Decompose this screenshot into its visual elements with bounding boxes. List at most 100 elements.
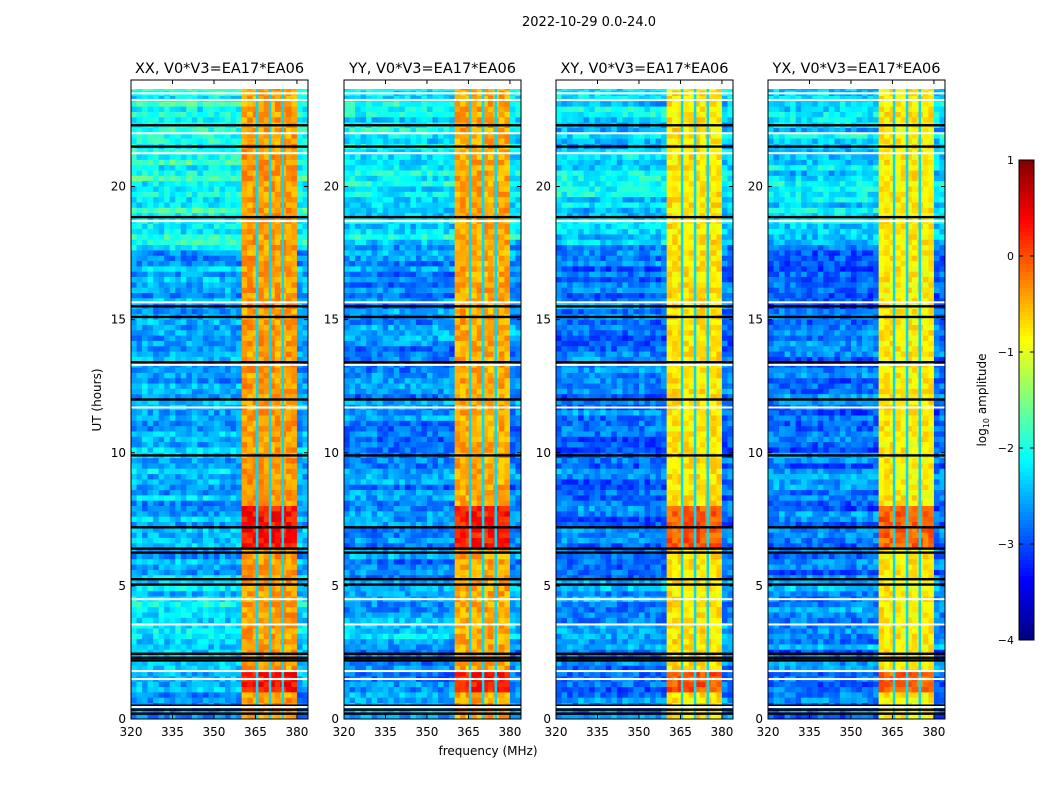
heatmap-cell <box>169 564 176 571</box>
heatmap-cell <box>131 111 137 118</box>
heatmap-cell <box>274 633 281 640</box>
heatmap-cell <box>349 197 356 203</box>
heatmap-cell <box>219 154 226 161</box>
heatmap-cell <box>131 474 137 480</box>
heatmap-cell <box>236 527 243 534</box>
heatmap-cell <box>285 671 292 677</box>
heatmap-cell <box>302 410 309 416</box>
heatmap-cell <box>241 490 248 496</box>
heatmap-cell <box>191 165 198 171</box>
heatmap-cell <box>263 410 270 416</box>
heatmap-cell <box>291 250 298 257</box>
heatmap-cell <box>164 346 171 352</box>
heatmap-cell <box>241 335 248 342</box>
heatmap-cell <box>274 617 281 624</box>
heatmap-cell <box>274 181 281 187</box>
heatmap-cell <box>285 420 292 427</box>
heatmap-cell <box>236 170 243 177</box>
heatmap-cell <box>219 697 226 704</box>
heatmap-cell <box>225 111 231 118</box>
heatmap-cell <box>158 537 165 544</box>
heatmap-cell <box>180 506 187 512</box>
heatmap-cell <box>213 191 220 198</box>
heatmap-cell <box>191 388 198 395</box>
heatmap-cell <box>371 255 378 262</box>
panel-title: XX, V0*V3=EA17*EA06 <box>135 61 304 77</box>
heatmap-cell <box>274 463 281 470</box>
heatmap-cell <box>302 186 309 193</box>
heatmap-cell <box>186 346 193 352</box>
heatmap-cell <box>366 223 373 230</box>
heatmap-cell <box>241 447 248 454</box>
heatmap-cell <box>252 527 259 534</box>
heatmap-cell <box>191 681 198 688</box>
heatmap-cell <box>410 101 417 108</box>
heatmap-cell <box>269 431 276 438</box>
heatmap-cell <box>225 607 231 613</box>
heatmap-cell <box>438 255 444 262</box>
heatmap-cell <box>225 399 231 406</box>
heatmap-cell <box>382 95 389 102</box>
heatmap-cell <box>252 516 259 523</box>
heatmap-cell <box>213 628 220 635</box>
heatmap-cell <box>393 95 400 102</box>
heatmap-cell <box>153 255 160 262</box>
heatmap-cell <box>158 681 165 688</box>
heatmap-cell <box>180 111 187 118</box>
heatmap-cell <box>291 234 298 241</box>
heatmap-cell <box>252 356 259 363</box>
heatmap-cell <box>219 234 226 241</box>
heatmap-cell <box>252 399 259 406</box>
heatmap-cell <box>247 442 254 448</box>
heatmap-cell <box>269 324 276 331</box>
heatmap-cell <box>230 111 237 118</box>
heatmap-cell <box>180 319 187 326</box>
heatmap-cell <box>388 154 395 161</box>
heatmap-cell <box>471 117 478 124</box>
heatmap-cell <box>241 117 248 124</box>
heatmap-cell <box>291 420 298 427</box>
heatmap-cell <box>169 154 176 161</box>
heatmap-cell <box>180 660 187 667</box>
heatmap-cell <box>258 351 265 358</box>
heatmap-cell <box>230 197 237 203</box>
heatmap-cell <box>131 250 137 257</box>
heatmap-cell <box>169 191 176 198</box>
heatmap-cell <box>180 532 187 539</box>
heatmap-cell <box>269 564 276 571</box>
heatmap-cell <box>258 687 265 693</box>
heatmap-cell <box>208 474 215 480</box>
heatmap-cell <box>142 537 148 544</box>
heatmap-cell <box>471 101 478 108</box>
heatmap-cell <box>449 202 456 209</box>
heatmap-cell <box>136 681 143 688</box>
heatmap-cell <box>426 181 433 187</box>
heatmap-cell <box>371 111 378 118</box>
heatmap-cell <box>225 687 231 693</box>
heatmap-cell <box>274 383 281 390</box>
heatmap-cell <box>247 681 254 688</box>
heatmap-cell <box>438 245 444 251</box>
heatmap-cell <box>236 697 243 704</box>
heatmap-cell <box>136 229 143 235</box>
heatmap-cell <box>258 223 265 230</box>
heatmap-cell <box>454 223 461 230</box>
heatmap-cell <box>285 687 292 693</box>
heatmap-cell <box>382 202 389 209</box>
heatmap-cell <box>302 692 309 699</box>
heatmap-cell <box>285 399 292 406</box>
heatmap-cell <box>147 106 154 113</box>
heatmap-cell <box>241 623 248 629</box>
heatmap-cell <box>269 420 276 427</box>
heatmap-cell <box>404 197 411 203</box>
heatmap-cell <box>291 399 298 406</box>
heatmap-cell <box>263 617 270 624</box>
heatmap-cell <box>169 308 176 315</box>
heatmap-cell <box>186 415 193 422</box>
heatmap-cell <box>175 410 182 416</box>
heatmap-cell <box>291 101 298 108</box>
heatmap-cell <box>302 543 309 550</box>
heatmap-cell <box>219 553 226 560</box>
heatmap-cell <box>208 500 215 507</box>
heatmap-cell <box>285 633 292 640</box>
